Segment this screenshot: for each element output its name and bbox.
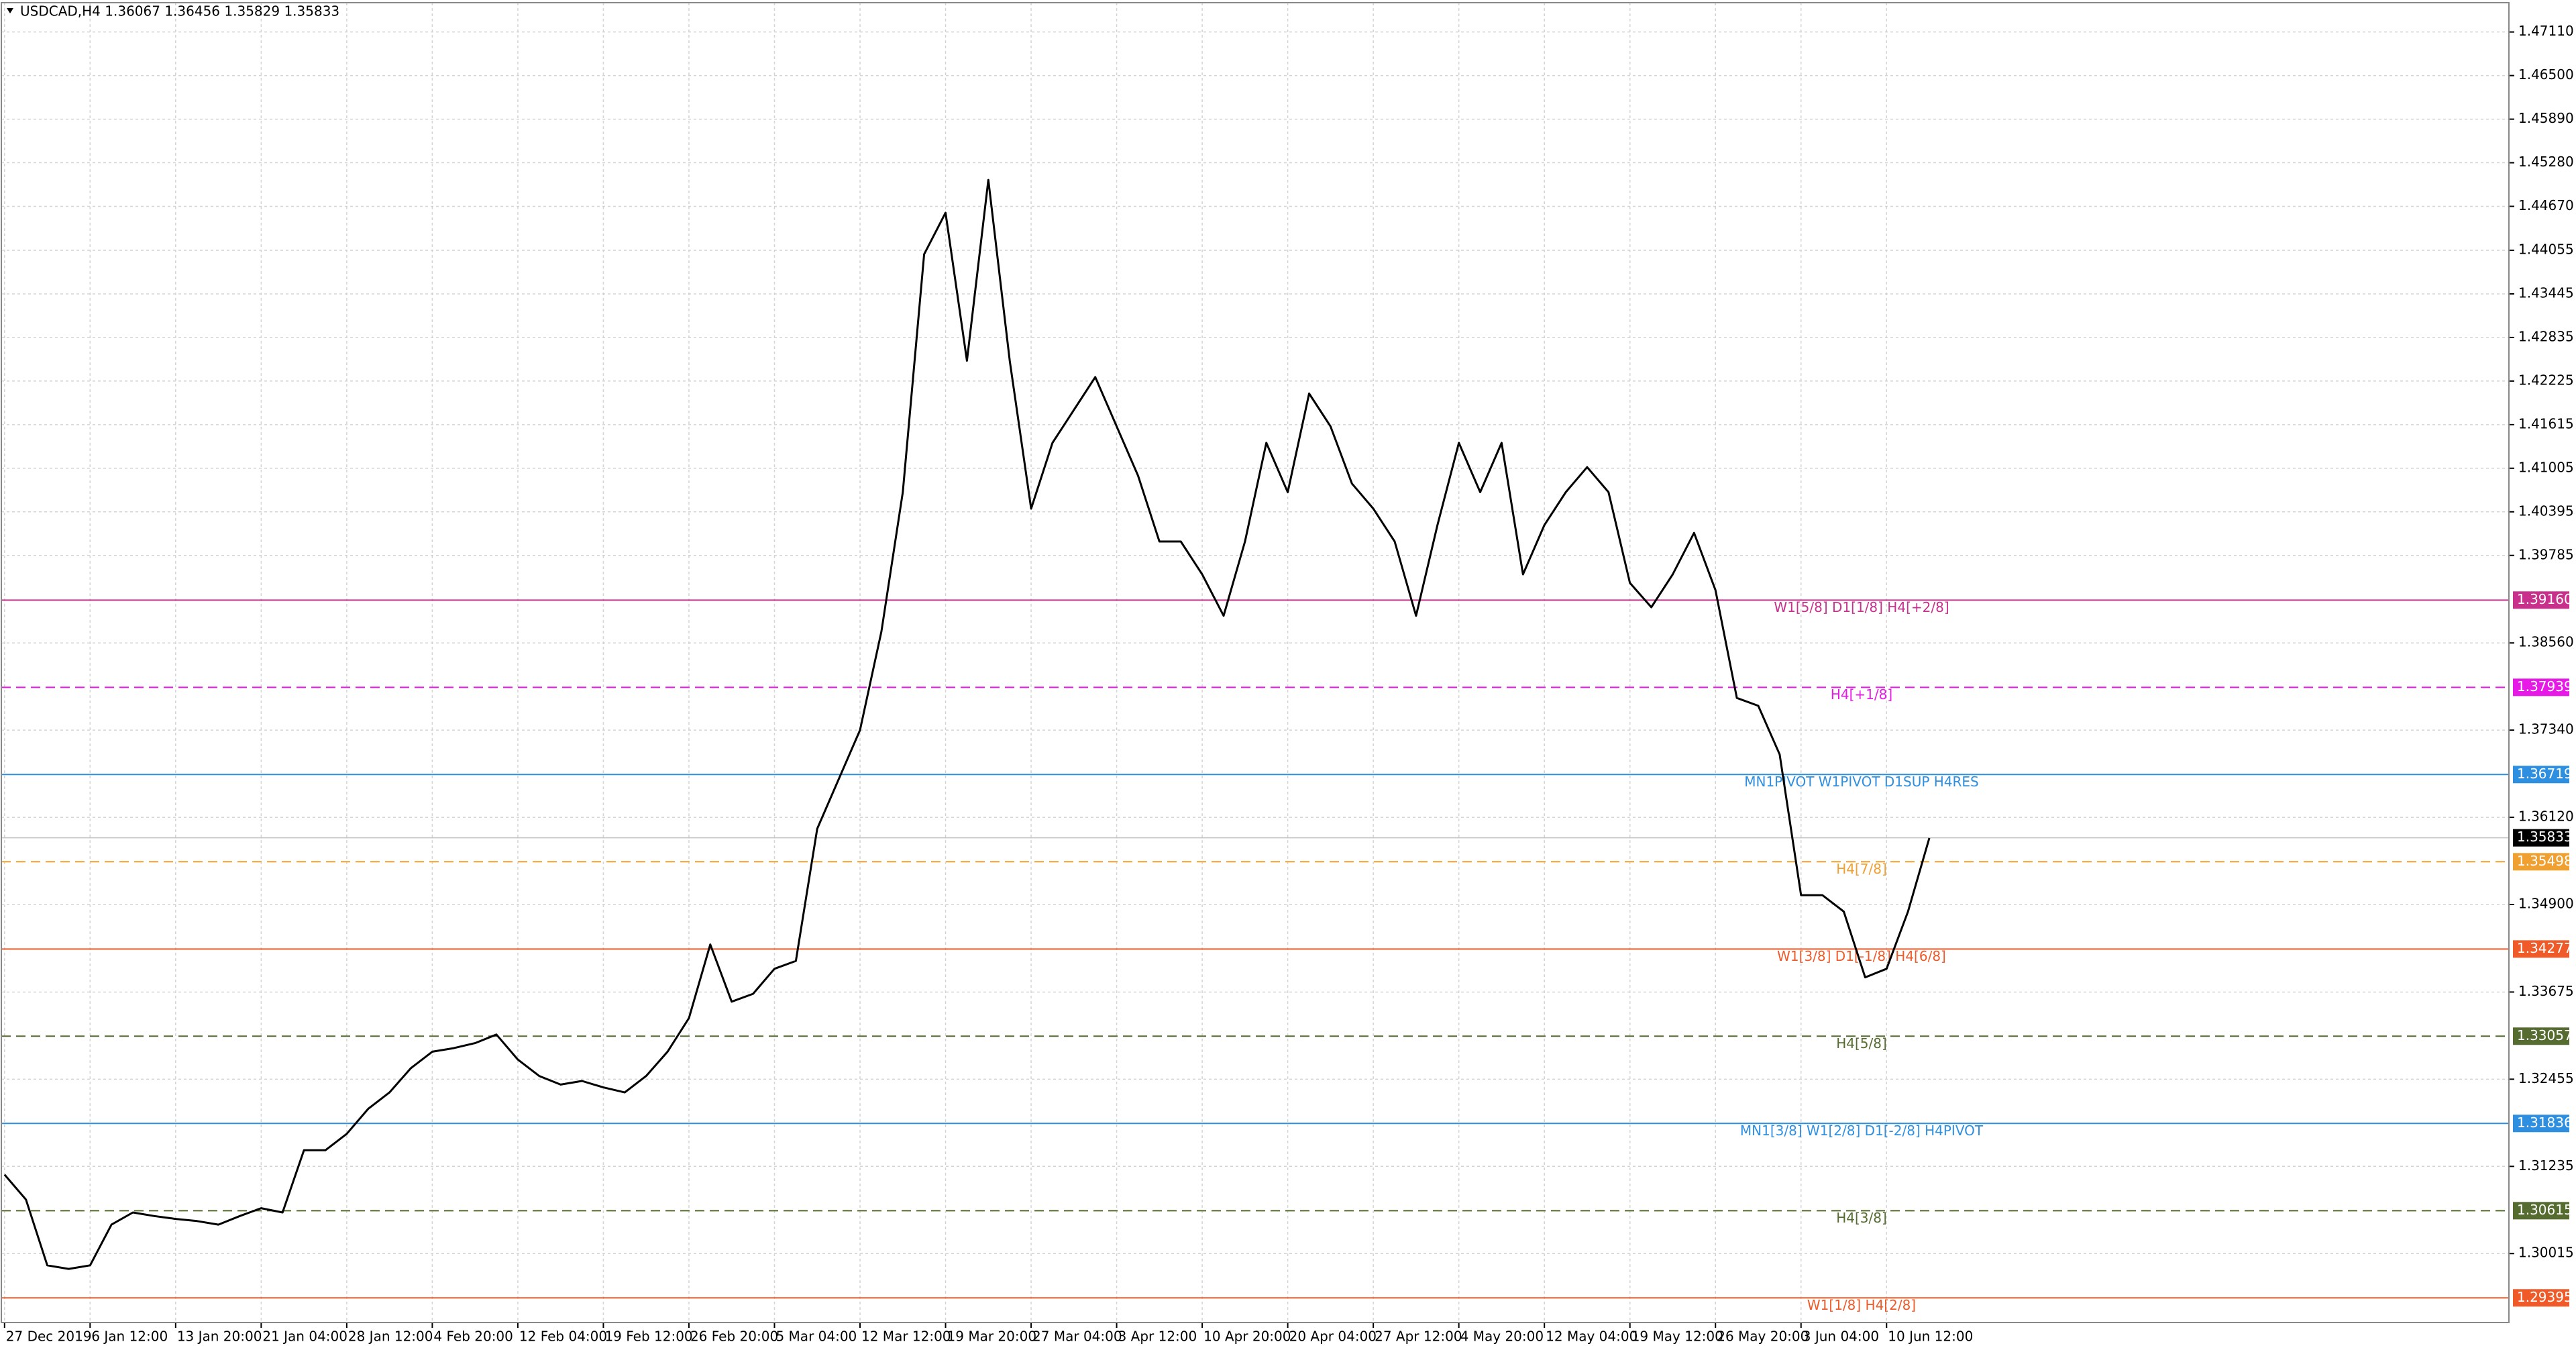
price-tag — [2513, 1115, 2569, 1133]
y-tick-label: 1.47110 — [2518, 23, 2574, 39]
x-tick-label: 19 Feb 12:00 — [604, 1329, 692, 1345]
x-tick-label: 21 Jan 04:00 — [262, 1329, 347, 1345]
level-label: W1[5/8] D1[1/8] H4[+2/8] — [1774, 599, 1949, 615]
y-tick-label: 1.37340 — [2518, 721, 2574, 737]
price-tag-label: 1.33057 — [2517, 1027, 2573, 1043]
x-tick-label: 12 Feb 04:00 — [519, 1329, 607, 1345]
x-tick-label: 3 Jun 04:00 — [1803, 1329, 1879, 1345]
y-tick-label: 1.44670 — [2518, 197, 2574, 213]
level-label: H4[7/8] — [1836, 861, 1887, 877]
grid-layer — [1, 3, 2509, 1323]
y-tick-label: 1.34900 — [2518, 895, 2574, 911]
y-tick-label: 1.41005 — [2518, 459, 2574, 475]
x-tick-label: 12 Mar 12:00 — [861, 1329, 951, 1345]
price-tag — [2513, 940, 2569, 958]
x-tick-label: 27 Dec 2019 — [6, 1329, 92, 1345]
x-tick-label: 3 Apr 12:00 — [1118, 1329, 1197, 1345]
y-tick-label: 1.31235 — [2518, 1157, 2574, 1174]
x-tick-label: 5 Mar 04:00 — [775, 1329, 857, 1345]
y-tick-label: 1.43445 — [2518, 284, 2574, 301]
chart-title: USDCAD,H4 1.36067 1.36456 1.35829 1.3583… — [20, 3, 339, 19]
price-tag — [2513, 853, 2569, 871]
price-tag-label: 1.37939 — [2517, 678, 2573, 694]
x-tick-label: 10 Apr 20:00 — [1203, 1329, 1291, 1345]
x-tick-label: 10 Jun 12:00 — [1888, 1329, 1973, 1345]
level-label: MN1[3/8] W1[2/8] D1[-2/8] H4PIVOT — [1740, 1123, 1984, 1139]
level-label: H4[5/8] — [1836, 1035, 1887, 1051]
y-tick-label: 1.32455 — [2518, 1070, 2574, 1086]
y-tick-label: 1.39785 — [2518, 546, 2574, 562]
y-tick-label: 1.42835 — [2518, 328, 2574, 344]
price-line — [3, 178, 1931, 1270]
plot-layer — [3, 178, 1931, 1270]
x-tick-label: 27 Apr 12:00 — [1375, 1329, 1462, 1345]
x-tick-label: 27 Mar 04:00 — [1032, 1329, 1122, 1345]
y-tick-label: 1.44055 — [2518, 242, 2574, 258]
levels-layer: W1[5/8] D1[1/8] H4[+2/8] H4[+1/8] MN1PIVOT… — [1, 599, 2509, 1313]
price-tag — [2513, 678, 2569, 696]
axis-layer: 1.47110 1.46500 1.45890 1.45280 1.44670 1.440… — [3, 23, 2574, 1345]
price-tag-label: 1.35498 — [2517, 853, 2573, 869]
y-tick-label: 1.40395 — [2518, 503, 2574, 519]
y-tick-label: 1.46500 — [2518, 66, 2574, 83]
menu-arrow[interactable] — [7, 8, 13, 13]
price-tag — [2513, 1289, 2569, 1307]
x-tick-label: 28 Jan 12:00 — [348, 1329, 433, 1345]
y-tick-label: 1.41615 — [2518, 415, 2574, 431]
price-tag-label: 1.29395 — [2517, 1289, 2573, 1305]
x-tick-label: 12 May 04:00 — [1546, 1329, 1638, 1345]
y-tick-label: 1.33675 — [2518, 983, 2574, 999]
x-tick-label: 4 May 20:00 — [1460, 1329, 1544, 1345]
price-tag-label: 1.34277 — [2517, 940, 2573, 956]
y-tick-label: 1.36120 — [2518, 809, 2574, 825]
price-tag-label: 1.30615 — [2517, 1202, 2573, 1218]
x-tick-label: 6 Jan 12:00 — [91, 1329, 168, 1345]
price-tag — [2513, 1027, 2569, 1045]
level-label: H4[+1/8] — [1831, 686, 1892, 703]
level-label: W1[1/8] H4[2/8] — [1807, 1297, 1916, 1313]
x-tick-label: 26 Feb 20:00 — [690, 1329, 778, 1345]
price-tag-label: 1.36719 — [2517, 766, 2573, 782]
level-label: W1[3/8] D1[-1/8] H4[6/8] — [1777, 948, 1946, 964]
y-tick-label: 1.42225 — [2518, 372, 2574, 388]
x-tick-label: 4 Feb 20:00 — [433, 1329, 513, 1345]
price-tag — [2513, 1202, 2569, 1220]
last-price-label: 1.35833 — [2517, 829, 2573, 845]
x-tick-label: 19 Mar 20:00 — [947, 1329, 1037, 1345]
price-tag-label: 1.31836 — [2517, 1115, 2573, 1131]
y-tick-label: 1.45280 — [2518, 154, 2574, 170]
level-label: MN1PIVOT W1PIVOT D1SUP H4RES — [1744, 774, 1979, 790]
x-tick-label: 26 May 20:00 — [1717, 1329, 1809, 1345]
y-tick-label: 1.45890 — [2518, 110, 2574, 126]
price-tag — [2513, 829, 2569, 847]
price-tag-label: 1.39160 — [2517, 591, 2573, 607]
x-tick-label: 19 May 12:00 — [1631, 1329, 1723, 1345]
level-label: H4[3/8] — [1836, 1210, 1887, 1226]
price-tag — [2513, 766, 2569, 784]
plot-frame — [1, 2, 2510, 1323]
y-tick-label: 1.30015 — [2518, 1245, 2574, 1261]
price-tag — [2513, 591, 2569, 609]
y-tick-label: 1.38560 — [2518, 634, 2574, 650]
x-tick-label: 20 Apr 04:00 — [1289, 1329, 1377, 1345]
x-tick-label: 13 Jan 20:00 — [177, 1329, 262, 1345]
